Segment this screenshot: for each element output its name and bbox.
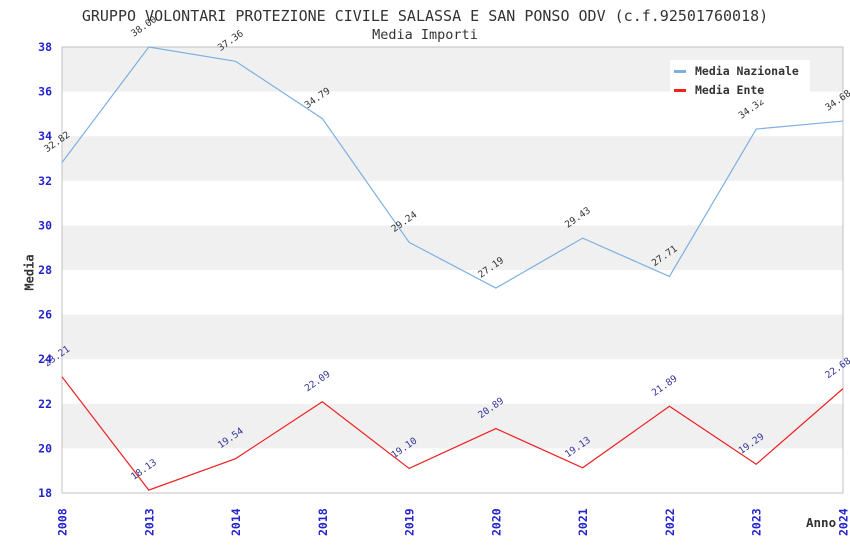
data-point-label: 22.09 (303, 369, 333, 395)
legend-item-media-nazionale: Media Nazionale (674, 62, 810, 80)
grid-band (62, 225, 843, 270)
x-tick-label: 2008 (56, 508, 70, 536)
y-tick-label: 18 (38, 486, 52, 500)
y-tick-label: 34 (38, 129, 52, 143)
x-tick-label: 2019 (403, 508, 417, 536)
y-tick-label: 26 (38, 308, 52, 322)
data-point-label: 34.68 (823, 88, 850, 114)
x-tick-label: 2014 (229, 508, 243, 536)
grid-band (62, 136, 843, 181)
media-ente-line-sample-icon (674, 88, 686, 92)
y-tick-label: 22 (38, 397, 52, 411)
legend-label-media-ente: Media Ente (695, 83, 765, 97)
y-tick-label: 20 (38, 441, 52, 455)
x-tick-label: 2018 (316, 508, 330, 536)
chart-title: GRUPPO VOLONTARI PROTEZIONE CIVILE SALAS… (81, 7, 769, 25)
legend-label-media-nazionale: Media Nazionale (695, 64, 799, 78)
media-nazionale-line-sample-icon (674, 69, 686, 73)
legend: Media Nazionale Media Ente (670, 60, 810, 100)
x-tick-label: 2024 (837, 508, 850, 536)
x-tick-label: 2023 (750, 508, 764, 536)
series-line (61, 46, 844, 289)
y-tick-label: 24 (38, 352, 52, 366)
series-line (61, 376, 844, 491)
x-tick-label: 2020 (489, 508, 503, 536)
y-tick-label: 28 (38, 263, 52, 277)
data-point-label: 38.00 (129, 14, 159, 40)
data-point-label: 22.68 (823, 356, 850, 382)
y-tick-label: 38 (38, 40, 52, 54)
x-axis-title: Anno (806, 515, 837, 530)
plot-border (61, 46, 844, 494)
y-tick-label: 32 (38, 174, 52, 188)
grid-band (62, 403, 843, 449)
x-tick-label: 2021 (576, 508, 590, 536)
y-tick-label: 30 (38, 218, 52, 232)
data-point-label: 21.89 (650, 373, 680, 399)
x-tick-label: 2022 (663, 508, 677, 536)
legend-item-media-ente: Media Ente (674, 81, 810, 99)
chart-subtitle: Media Importi (372, 27, 478, 43)
data-point-label: 18.13 (129, 457, 159, 482)
grid-band (62, 314, 843, 360)
y-tick-label: 36 (38, 85, 52, 99)
x-tick-label: 2013 (142, 508, 156, 536)
